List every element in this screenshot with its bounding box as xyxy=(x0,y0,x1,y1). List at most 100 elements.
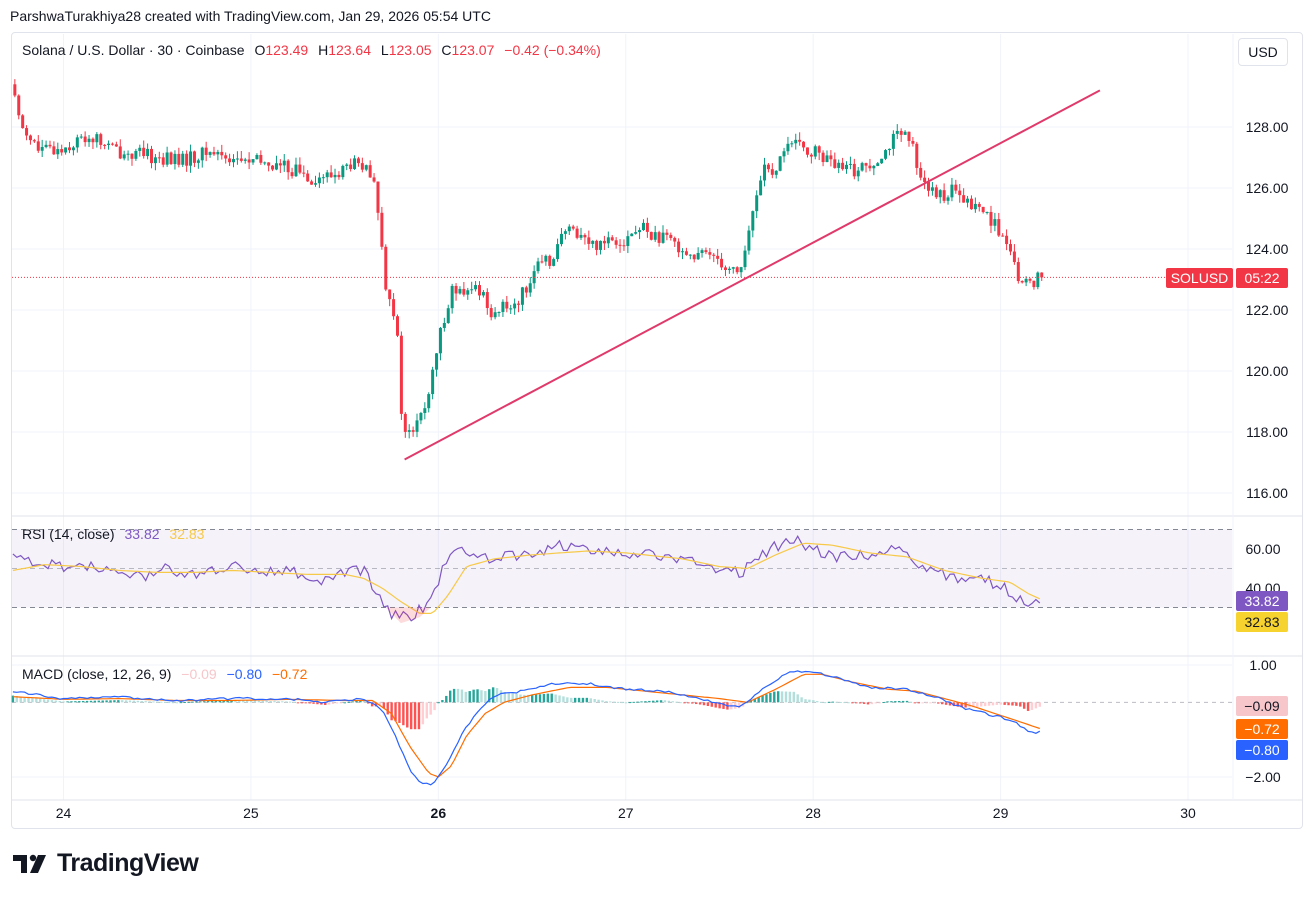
candle-body xyxy=(477,285,481,296)
candle-body xyxy=(626,236,630,247)
candle-body xyxy=(146,148,150,157)
candle-body xyxy=(212,152,216,155)
macd-hist-bar xyxy=(437,702,440,704)
rsi-band-fill xyxy=(12,529,1232,608)
candle-body xyxy=(778,156,782,171)
macd-hist-bar xyxy=(534,694,538,703)
macd-hist-bar xyxy=(706,702,710,707)
tradingview-logo[interactable]: TradingView xyxy=(13,849,199,878)
candle-body xyxy=(934,187,938,198)
macd-hist-bar xyxy=(491,687,495,703)
macd-hist-bar xyxy=(70,701,73,703)
candle-body xyxy=(251,159,255,163)
candle-body xyxy=(372,177,376,182)
macd-hist-bar xyxy=(292,701,296,703)
candle-body xyxy=(399,335,403,414)
candle-body xyxy=(517,303,521,305)
macd-hist-bar xyxy=(1019,702,1022,707)
candle-body xyxy=(317,177,321,184)
macd-hist-bar xyxy=(351,701,354,703)
macd-hist-bar xyxy=(917,702,920,704)
macd-hist-bar xyxy=(620,702,624,704)
candle-body xyxy=(927,181,931,191)
macd-hist-bar xyxy=(687,702,690,704)
candle-body xyxy=(83,136,87,143)
macd-signal-value-tag: −0.72 xyxy=(1236,719,1288,739)
macd-hist-bar xyxy=(1022,702,1026,709)
macd-hist-bar xyxy=(765,694,768,703)
candle-body xyxy=(107,143,111,145)
macd-hist-bar xyxy=(991,702,995,706)
macd-hist-bar xyxy=(460,689,464,703)
candle-body xyxy=(876,163,880,166)
candle-body xyxy=(872,165,876,169)
candle-body xyxy=(423,408,427,414)
candle-body xyxy=(638,230,642,233)
candle-body xyxy=(1012,251,1016,263)
candle-body xyxy=(887,148,891,151)
candle-body xyxy=(52,146,56,155)
macd-hist-bar xyxy=(11,695,15,703)
candle-body xyxy=(68,147,72,151)
macd-hist-bar xyxy=(58,701,61,703)
candle-body xyxy=(493,312,497,318)
macd-hist-bar xyxy=(948,702,952,706)
candle-body xyxy=(454,285,458,294)
candle-body xyxy=(255,154,259,160)
candle-body xyxy=(1020,281,1024,283)
macd-hist-bar xyxy=(417,702,421,730)
candle-body xyxy=(540,261,544,263)
macd-hist-bar xyxy=(464,691,468,703)
candle-body xyxy=(56,149,60,155)
macd-hist-bar xyxy=(374,702,378,707)
candle-body xyxy=(880,158,884,164)
macd-hist-bar xyxy=(980,702,983,707)
macd-hist-bar xyxy=(1030,702,1034,710)
macd-hist-bar xyxy=(449,690,452,703)
candle-body xyxy=(462,288,466,295)
macd-hist-bar xyxy=(218,700,222,703)
rsi-ma-line xyxy=(12,542,1041,614)
symbol-description[interactable]: Solana / U.S. Dollar · 30 · Coinbase xyxy=(22,42,245,58)
tradingview-logo-text: TradingView xyxy=(57,849,199,877)
macd-hist-bar xyxy=(636,701,639,703)
time-tick-label: 28 xyxy=(805,805,821,821)
candle-body xyxy=(392,299,396,317)
macd-legend-hist-value: −0.09 xyxy=(181,666,217,682)
macd-hist-bar xyxy=(148,701,151,703)
candle-body xyxy=(520,287,524,305)
macd-hist-bar xyxy=(476,689,479,703)
candle-body xyxy=(595,240,599,250)
macd-legend-label[interactable]: MACD (close, 12, 26, 9) xyxy=(22,666,172,682)
candle-body xyxy=(852,163,856,177)
rsi-legend: RSI (14, close) 33.82 32.83 xyxy=(22,526,204,542)
currency-button[interactable]: USD xyxy=(1238,38,1288,66)
candle-body xyxy=(688,254,692,256)
rsi-legend-label[interactable]: RSI (14, close) xyxy=(22,526,115,542)
macd-hist-bar xyxy=(550,693,553,703)
macd-hist-bar xyxy=(530,694,534,703)
macd-legend-signal-value: −0.72 xyxy=(271,666,308,682)
macd-hist-bar xyxy=(499,690,503,703)
macd-hist-bar xyxy=(367,702,370,704)
candle-body xyxy=(150,148,154,164)
time-tick-label: 30 xyxy=(1180,805,1196,821)
candle-body xyxy=(665,232,669,235)
candle-body xyxy=(993,219,997,226)
macd-hist-bar xyxy=(273,701,276,703)
macd-hist-bar xyxy=(667,700,671,703)
candle-body xyxy=(649,231,653,240)
macd-hist-bar xyxy=(901,700,905,703)
candle-body xyxy=(474,285,478,290)
candle-body xyxy=(790,143,794,145)
macd-hist-bar xyxy=(136,700,140,703)
macd-hist-bar xyxy=(81,700,85,703)
high-label: H xyxy=(318,42,329,58)
macd-hist-bar xyxy=(74,701,77,703)
candle-body xyxy=(782,151,786,157)
candle-body xyxy=(681,251,685,253)
candle-body xyxy=(774,170,778,175)
rsi-lines xyxy=(12,534,1041,624)
candle-body xyxy=(696,252,700,260)
